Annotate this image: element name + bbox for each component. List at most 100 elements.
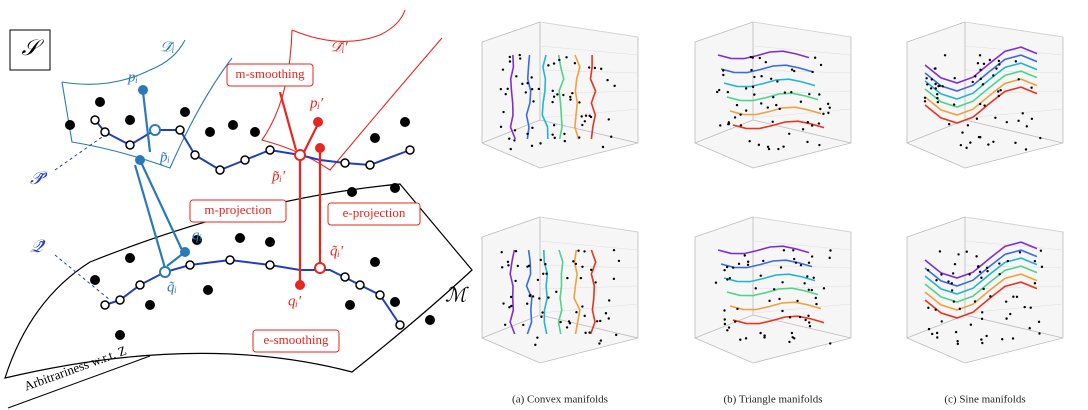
data-point xyxy=(957,253,959,255)
data-point xyxy=(600,339,602,341)
data-point xyxy=(1005,300,1007,302)
data-point xyxy=(941,85,943,87)
data-point xyxy=(974,300,976,302)
data-point xyxy=(569,96,571,98)
data-point xyxy=(747,261,749,263)
data-point xyxy=(760,75,762,77)
point-p-i-prime xyxy=(313,117,323,127)
point-p-i xyxy=(138,85,148,95)
data-point xyxy=(514,129,516,131)
data-point xyxy=(979,271,981,273)
data-point xyxy=(526,303,528,305)
data-point xyxy=(751,56,753,58)
data-point xyxy=(970,324,972,326)
data-point xyxy=(767,106,769,108)
data-point xyxy=(979,136,981,138)
data-point xyxy=(753,76,755,78)
box-label: m-projection xyxy=(204,202,272,217)
data-point xyxy=(1015,60,1017,62)
data-point xyxy=(954,263,956,265)
data-point xyxy=(552,90,554,92)
data-point xyxy=(800,101,802,103)
data-point xyxy=(773,288,775,290)
data-point xyxy=(529,295,531,297)
data-point xyxy=(776,80,778,82)
data-point xyxy=(608,299,610,301)
label: ℳ xyxy=(445,285,469,307)
data-point xyxy=(934,67,936,69)
data-point xyxy=(981,342,983,344)
data-point xyxy=(791,68,793,70)
data-point xyxy=(724,323,726,325)
data-point xyxy=(982,83,984,85)
data-point xyxy=(608,317,610,319)
data-point xyxy=(811,71,813,73)
data-point xyxy=(814,57,816,59)
data-point xyxy=(515,75,517,77)
data-point xyxy=(583,250,585,252)
data-point xyxy=(547,64,549,66)
data-point xyxy=(937,85,939,87)
data-point xyxy=(924,97,926,99)
data-point xyxy=(1039,137,1041,139)
data-point xyxy=(532,295,534,297)
axis-box xyxy=(907,22,1063,168)
data-point xyxy=(525,91,527,93)
data-point xyxy=(526,82,528,84)
data-point xyxy=(779,108,781,110)
data-point xyxy=(936,97,938,99)
data-point xyxy=(515,250,517,252)
data-point xyxy=(745,337,747,339)
data-point xyxy=(926,83,928,85)
data-point xyxy=(551,133,553,135)
data-point xyxy=(723,269,725,271)
data-point xyxy=(944,54,946,56)
data-point xyxy=(955,331,957,333)
data-point xyxy=(578,101,580,103)
data-point xyxy=(722,74,724,76)
data-point xyxy=(987,143,989,145)
data-point xyxy=(584,332,586,334)
label: 𝒟̃ᵢ′ xyxy=(330,39,348,55)
data-point xyxy=(1026,125,1028,127)
data-point xyxy=(507,261,509,263)
data-point xyxy=(581,305,583,307)
data-point xyxy=(803,282,805,284)
data-point xyxy=(556,93,558,95)
data-point xyxy=(605,312,607,314)
data-point xyxy=(931,333,933,335)
data-point xyxy=(759,57,761,59)
data-point xyxy=(755,287,757,289)
data-point xyxy=(815,303,817,305)
data-point xyxy=(1038,321,1040,323)
data-point xyxy=(782,145,784,147)
label: 𝒬̃ xyxy=(30,236,46,256)
data-point xyxy=(531,88,533,90)
data-point xyxy=(768,300,770,302)
data-point xyxy=(1034,260,1036,262)
data-point xyxy=(953,300,955,302)
point-q-i-prime xyxy=(295,280,305,290)
data-point xyxy=(594,281,596,283)
data-point xyxy=(528,265,530,267)
data-point xyxy=(977,266,979,268)
label: 𝒟̃ᵢ xyxy=(160,39,175,55)
data-point xyxy=(500,88,502,90)
data-point xyxy=(998,273,1000,275)
data-point xyxy=(554,137,556,139)
data-point xyxy=(606,79,608,81)
data-point xyxy=(809,325,811,327)
data-point xyxy=(969,141,971,143)
data-point xyxy=(728,121,730,123)
data-point xyxy=(536,336,538,338)
data-point xyxy=(1009,313,1011,315)
data-point xyxy=(935,87,937,89)
data-point xyxy=(547,296,549,298)
data-point xyxy=(977,62,979,64)
data-point xyxy=(1040,250,1042,252)
data-point xyxy=(982,288,984,290)
data-point xyxy=(1023,306,1025,308)
data-point xyxy=(1014,142,1016,144)
data-point xyxy=(734,116,736,118)
label: pᵢ′ xyxy=(309,95,324,111)
